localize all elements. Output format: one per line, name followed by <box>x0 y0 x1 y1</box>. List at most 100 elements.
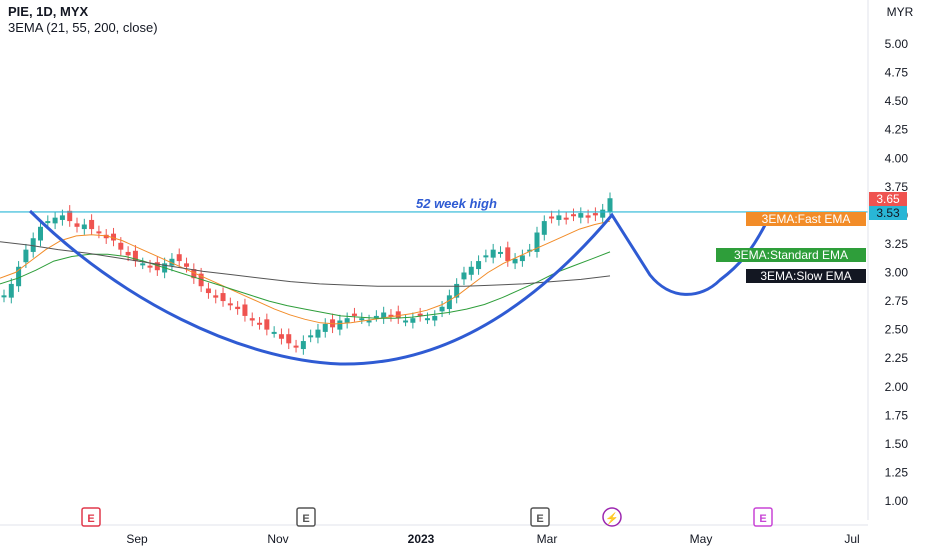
y-tick-label: 4.00 <box>885 151 909 165</box>
svg-text:E: E <box>87 513 94 525</box>
y-tick-label: 2.75 <box>885 294 909 308</box>
candlestick-series <box>1 192 613 355</box>
candle <box>344 312 350 329</box>
x-tick-label: Sep <box>126 532 148 546</box>
candle <box>570 208 576 222</box>
candle <box>220 287 226 307</box>
candle <box>140 257 146 270</box>
candle <box>497 246 503 258</box>
candle <box>439 301 445 318</box>
candle <box>213 289 219 304</box>
candle <box>424 312 430 324</box>
svg-text:⚡: ⚡ <box>605 512 619 525</box>
y-tick-label: 5.00 <box>885 37 909 51</box>
candle <box>519 249 525 267</box>
symbol-title[interactable]: PIE, 1D, MYX <box>8 4 89 19</box>
candle <box>300 335 306 355</box>
candle <box>534 226 540 258</box>
candle <box>205 282 211 299</box>
candle <box>410 312 416 329</box>
y-tick-label: 2.00 <box>885 380 909 394</box>
candle <box>271 326 277 338</box>
candle <box>264 313 270 336</box>
indicator-legend[interactable]: 3EMA (21, 55, 200, close) <box>8 20 158 35</box>
candle <box>96 225 102 239</box>
candle <box>147 259 153 273</box>
svg-text:3.53: 3.53 <box>876 206 900 220</box>
candle <box>468 261 474 281</box>
earnings-event-icon[interactable]: E <box>753 507 773 527</box>
candle <box>45 215 51 228</box>
svg-text:3EMA:Slow EMA: 3EMA:Slow EMA <box>760 269 851 283</box>
earnings-event-icon[interactable]: E <box>296 507 316 527</box>
candle <box>490 243 496 264</box>
candle <box>257 317 263 330</box>
y-tick-label: 1.75 <box>885 408 909 422</box>
x-tick-label: Nov <box>267 532 288 546</box>
candle <box>337 314 343 336</box>
candle <box>74 217 80 233</box>
candle <box>89 214 95 235</box>
last-price-tag: 3.65 <box>869 192 907 206</box>
candle <box>154 256 160 276</box>
candle <box>403 314 409 327</box>
candle <box>132 245 138 267</box>
candle <box>549 210 555 224</box>
candle <box>476 255 482 275</box>
candle <box>242 298 248 322</box>
ema-lines <box>0 220 611 325</box>
svg-text:E: E <box>302 513 309 525</box>
candle <box>67 205 73 227</box>
candle <box>446 289 452 315</box>
earnings-event-icon[interactable]: E <box>530 507 550 527</box>
candle <box>293 339 299 353</box>
x-axis: Sep Nov 2023 Mar May Jul <box>0 524 868 546</box>
candle <box>30 232 36 258</box>
svg-text:E: E <box>536 513 543 525</box>
candle <box>381 306 387 324</box>
candle <box>52 211 58 230</box>
candle <box>315 323 321 344</box>
candle <box>417 307 423 322</box>
earnings-event-icon[interactable]: E <box>81 507 101 527</box>
candle <box>308 329 314 343</box>
candle <box>286 328 292 350</box>
fast-ema-tag: 3EMA:Fast EMA <box>746 212 866 226</box>
y-tick-label: 4.25 <box>885 123 909 137</box>
candle <box>541 215 547 241</box>
y-tick-label: 2.50 <box>885 323 909 337</box>
candle <box>351 307 357 322</box>
svg-text:3.65: 3.65 <box>876 192 900 206</box>
cup-and-handle-line <box>28 209 767 366</box>
candle <box>8 278 14 304</box>
y-tick-label: 1.50 <box>885 437 909 451</box>
y-tick-label: 1.00 <box>885 494 909 508</box>
candle <box>592 207 598 222</box>
candle <box>461 266 467 286</box>
candle <box>454 278 460 304</box>
currency-label: MYR <box>887 5 914 19</box>
candle <box>395 305 401 324</box>
svg-text:3EMA:Fast EMA: 3EMA:Fast EMA <box>762 212 851 226</box>
standard-ema-line <box>0 251 611 319</box>
candle <box>111 227 117 247</box>
candle <box>103 229 109 244</box>
y-axis: MYR5.004.754.504.254.003.753.503.253.002… <box>867 0 914 520</box>
slow-ema-line <box>0 241 611 287</box>
y-tick-label: 2.25 <box>885 351 909 365</box>
y-tick-label: 3.25 <box>885 237 909 251</box>
event-badges: E E E ⚡ E <box>81 507 773 527</box>
candle <box>505 241 511 267</box>
candle <box>359 312 365 324</box>
candle <box>432 310 438 327</box>
candle <box>81 218 87 235</box>
candle <box>563 211 569 225</box>
candle <box>483 249 489 263</box>
candle <box>527 243 533 257</box>
dividend-event-icon[interactable]: ⚡ <box>602 507 622 527</box>
candle <box>16 261 22 292</box>
candle <box>198 267 204 292</box>
resistance-price-tag: 3.53 <box>869 206 907 220</box>
annotation-52-week-high: 52 week high <box>416 196 497 211</box>
